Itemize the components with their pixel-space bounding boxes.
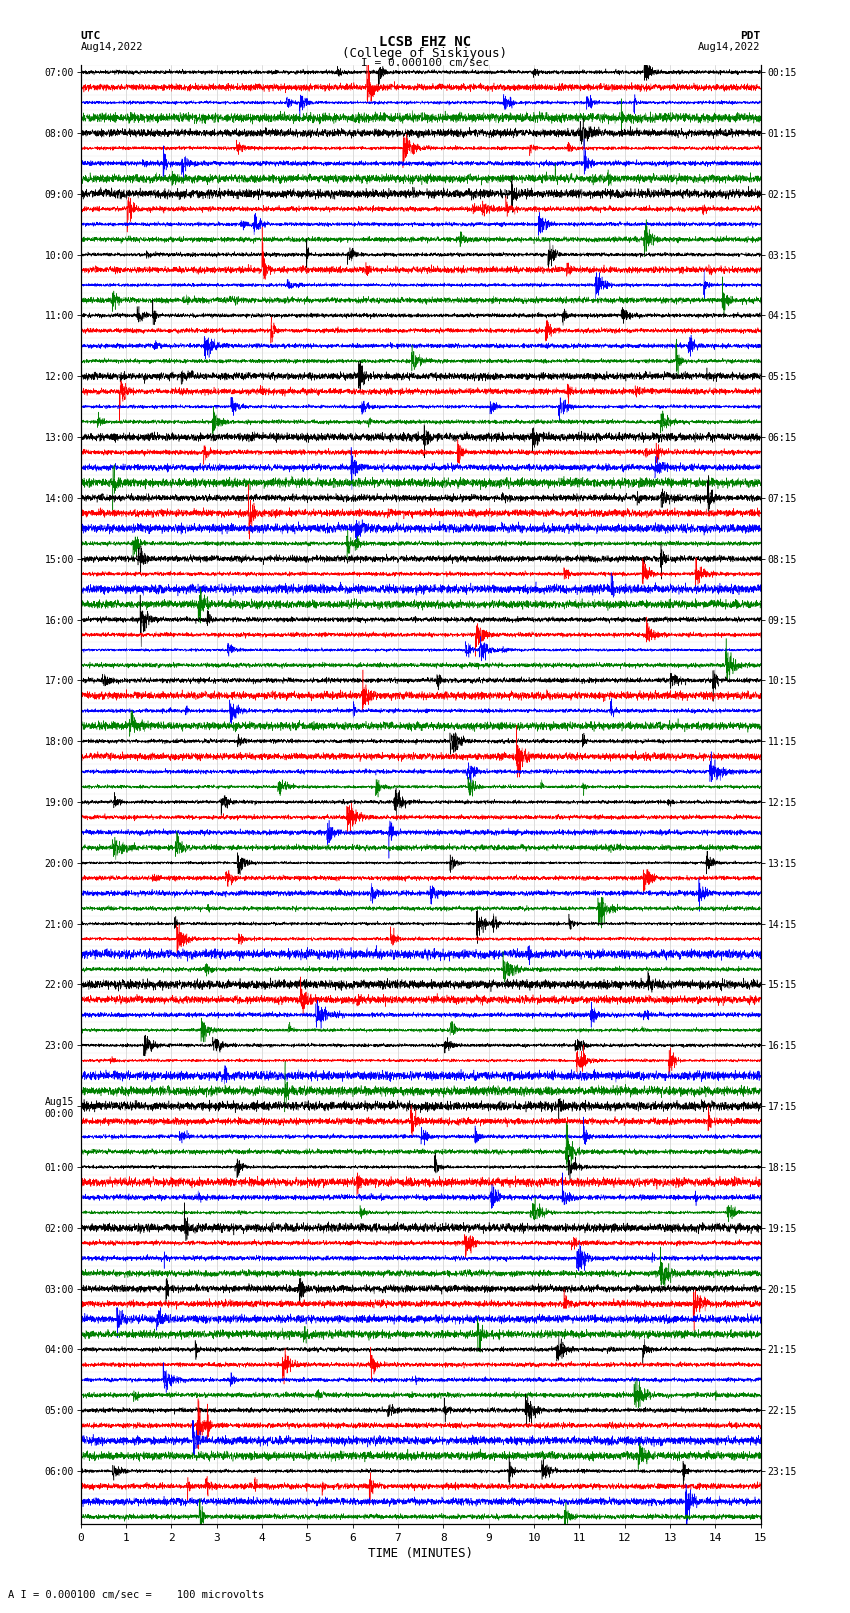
Text: (College of Siskiyous): (College of Siskiyous) bbox=[343, 47, 507, 60]
Text: LCSB EHZ NC: LCSB EHZ NC bbox=[379, 35, 471, 50]
X-axis label: TIME (MINUTES): TIME (MINUTES) bbox=[368, 1547, 473, 1560]
Text: A I = 0.000100 cm/sec =    100 microvolts: A I = 0.000100 cm/sec = 100 microvolts bbox=[8, 1590, 264, 1600]
Text: I = 0.000100 cm/sec: I = 0.000100 cm/sec bbox=[361, 58, 489, 68]
Text: Aug14,2022: Aug14,2022 bbox=[698, 42, 761, 52]
Text: Aug14,2022: Aug14,2022 bbox=[81, 42, 144, 52]
Text: PDT: PDT bbox=[740, 31, 761, 40]
Text: UTC: UTC bbox=[81, 31, 101, 40]
